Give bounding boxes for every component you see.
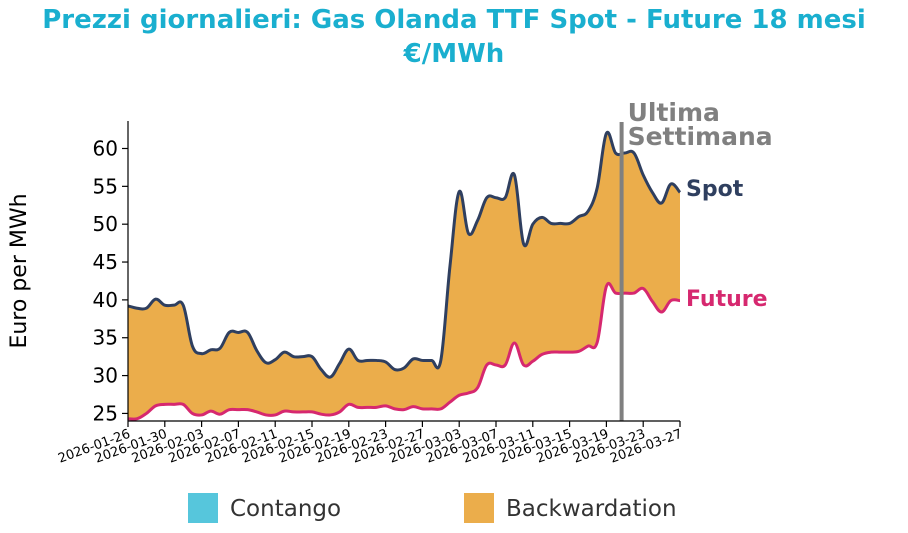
future-series-label: Future (686, 287, 768, 312)
last-week-label-line2: Settimana (628, 122, 773, 151)
y-axis-label: Euro per MWh (7, 193, 32, 348)
plot-area: Ultima Settimana (127, 98, 773, 421)
y-tick-label: 25 (93, 401, 118, 425)
legend-label-contango: Contango (230, 496, 341, 522)
legend: Contango Backwardation (188, 493, 677, 523)
y-tick-label: 35 (93, 326, 118, 350)
future-series-line (127, 281, 681, 421)
y-axis-ticks: 25 30 35 40 45 50 55 60 (93, 136, 128, 425)
x-axis-ticks: 2026-01-262026-01-302026-02-032026-02-07… (56, 421, 684, 467)
y-tick-label: 30 (93, 364, 118, 388)
y-tick-label: 60 (93, 136, 118, 160)
y-tick-label: 45 (93, 250, 118, 274)
backwardation-area (128, 132, 680, 420)
y-tick-label: 50 (93, 212, 118, 236)
last-week-label-line1: Ultima (628, 98, 720, 127)
legend-label-backwardation: Backwardation (506, 496, 677, 522)
legend-swatch-backwardation (464, 493, 494, 523)
y-tick-label: 40 (93, 288, 118, 312)
y-tick-label: 55 (93, 174, 118, 198)
chart-subtitle: €/MWh (403, 39, 505, 69)
spot-series-line (127, 130, 682, 379)
chart-title: Prezzi giornalieri: Gas Olanda TTF Spot … (42, 5, 866, 35)
spot-series-label: Spot (686, 177, 744, 202)
legend-swatch-contango (188, 493, 218, 523)
